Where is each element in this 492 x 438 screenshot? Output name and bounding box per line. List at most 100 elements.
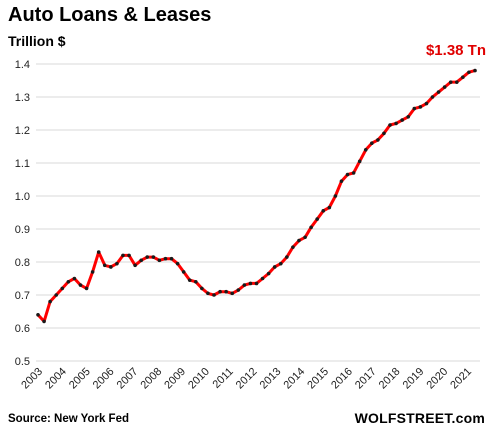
data-point <box>248 281 253 286</box>
data-points-layer <box>36 68 477 324</box>
data-point <box>430 95 435 99</box>
data-point <box>406 115 411 119</box>
data-point <box>72 276 77 281</box>
data-point <box>303 235 307 240</box>
data-point <box>467 70 471 75</box>
data-point <box>115 261 119 266</box>
data-point <box>260 276 265 281</box>
data-point <box>163 256 168 261</box>
data-point <box>321 209 326 213</box>
chart-title: Auto Loans & Leases <box>8 4 212 26</box>
grid-layer <box>36 63 480 362</box>
x-tick-label: 2018 <box>377 366 403 392</box>
data-point <box>266 271 271 276</box>
x-tick-label: 2008 <box>138 366 164 392</box>
unit-label: Trillion $ <box>8 33 66 49</box>
x-tick-label: 2013 <box>258 366 284 392</box>
data-point <box>412 106 417 111</box>
data-point <box>60 286 65 291</box>
data-point <box>333 194 338 198</box>
data-point <box>200 286 204 291</box>
data-point <box>139 258 143 263</box>
x-tick-label: 2003 <box>19 366 45 392</box>
x-tick-label: 2021 <box>448 366 474 392</box>
x-tick-label: 2015 <box>305 366 331 392</box>
data-point <box>278 261 283 266</box>
x-tick-label: 2004 <box>43 366 69 392</box>
x-tick-label: 2014 <box>281 366 307 392</box>
y-axis-ticks: 0.5 0.6 0.7 0.8 0.9 1.0 1.1 1.2 1.3 1.4 <box>15 59 30 368</box>
data-point <box>297 238 301 243</box>
x-tick-label: 2019 <box>401 366 427 392</box>
data-point <box>194 280 198 284</box>
data-point <box>473 68 477 73</box>
data-point <box>206 291 210 296</box>
data-point <box>339 179 344 183</box>
x-tick-label: 2017 <box>353 366 379 392</box>
y-tick-label: 1.2 <box>15 125 30 137</box>
data-point <box>169 256 174 261</box>
y-tick-label: 1.1 <box>15 158 30 170</box>
y-tick-label: 0.9 <box>15 224 30 236</box>
brand-logo-text: WOLFSTREET.com <box>354 410 485 426</box>
data-point <box>394 121 398 126</box>
data-point <box>66 280 71 284</box>
data-point <box>230 291 235 296</box>
data-point <box>370 141 374 145</box>
data-point <box>90 270 95 274</box>
x-tick-label: 2006 <box>91 366 117 392</box>
data-point <box>84 286 89 291</box>
data-point <box>309 225 313 230</box>
data-point <box>436 90 441 94</box>
data-point <box>48 299 52 304</box>
data-point <box>388 123 392 127</box>
x-tick-label: 2016 <box>329 366 355 392</box>
data-point <box>151 255 156 259</box>
data-point <box>242 283 247 287</box>
data-point <box>315 217 319 221</box>
y-tick-label: 0.7 <box>15 290 30 302</box>
x-tick-label: 2010 <box>186 366 212 392</box>
latest-value-callout: $1.38 Tn <box>425 42 486 59</box>
y-tick-label: 1.3 <box>15 92 30 104</box>
data-point <box>351 171 356 175</box>
x-tick-label: 2020 <box>424 366 450 392</box>
data-point <box>121 253 125 258</box>
data-point <box>291 245 295 249</box>
data-point <box>157 258 162 263</box>
y-tick-label: 0.8 <box>15 257 30 269</box>
data-point <box>254 281 259 286</box>
data-point <box>376 138 380 142</box>
data-point <box>285 255 289 259</box>
data-point <box>42 319 46 324</box>
data-point <box>400 118 404 122</box>
data-point <box>127 253 131 258</box>
data-point <box>175 261 180 266</box>
data-point <box>187 278 192 282</box>
data-point <box>272 265 277 269</box>
data-point <box>327 205 332 210</box>
data-point <box>382 131 386 136</box>
data-point <box>357 159 362 164</box>
x-tick-label: 2009 <box>162 366 188 392</box>
x-tick-label: 2012 <box>234 366 260 392</box>
source-note: Source: New York Fed <box>8 413 129 425</box>
data-point <box>212 293 216 297</box>
y-tick-label: 1.4 <box>15 59 30 71</box>
data-point <box>448 80 453 84</box>
data-point <box>145 255 150 259</box>
data-point <box>218 289 222 294</box>
data-point <box>102 263 107 268</box>
x-tick-label: 2011 <box>211 366 236 391</box>
data-point <box>461 75 465 79</box>
data-point <box>363 148 368 152</box>
data-point <box>36 313 40 317</box>
data-point <box>418 105 423 109</box>
x-tick-label: 2005 <box>67 366 93 392</box>
data-point <box>454 80 459 84</box>
data-point <box>236 288 241 292</box>
data-point <box>442 85 447 89</box>
y-tick-label: 0.5 <box>15 356 30 368</box>
